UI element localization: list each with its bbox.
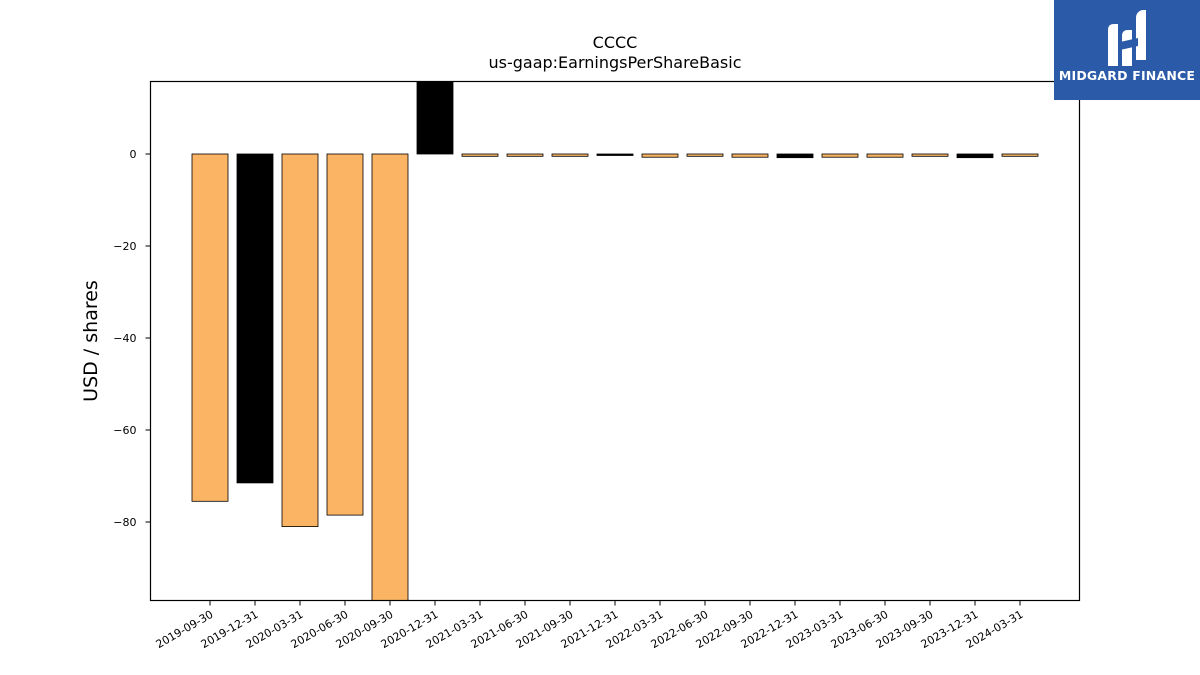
bars-group <box>191 81 1039 601</box>
bar-2022-12-31 <box>776 153 814 159</box>
y-axis: 0 −20 −40 −60 −80 <box>113 148 151 529</box>
bar-2022-03-31 <box>641 153 679 158</box>
x-axis: 2019-09-302019-12-312020-03-312020-06-30… <box>154 600 1026 651</box>
bar-2023-06-30 <box>866 153 904 158</box>
bar-2020-09-30 <box>371 153 409 601</box>
bar-2021-09-30 <box>551 153 589 157</box>
bar-2022-06-30 <box>686 153 724 157</box>
plot-frame <box>149 80 1081 602</box>
bar-2023-09-30 <box>911 153 949 157</box>
bar-2023-03-31 <box>821 153 859 158</box>
y-tick-label: −20 <box>113 240 136 253</box>
chart-title: CCCC <box>593 33 638 52</box>
bar-2022-09-30 <box>731 153 769 158</box>
bar-2021-06-30 <box>506 153 544 157</box>
bar-2021-03-31 <box>461 153 499 157</box>
bar-2019-09-30 <box>191 153 229 502</box>
bar-2024-03-31 <box>1001 153 1039 157</box>
bar-2020-06-30 <box>326 153 364 516</box>
bar-2020-03-31 <box>281 153 319 528</box>
y-tick-label: −40 <box>113 332 136 345</box>
y-tick-label: 0 <box>130 148 137 161</box>
y-tick-label: −60 <box>113 424 136 437</box>
bar-2021-12-31 <box>596 153 634 156</box>
logo-mark-icon <box>1108 10 1146 66</box>
bar-2023-12-31 <box>956 153 994 159</box>
company-logo: MIDGARD FINANCE <box>1054 0 1200 100</box>
y-tick-label: −80 <box>113 516 136 529</box>
bar-2020-12-31 <box>416 81 454 155</box>
bar-2019-12-31 <box>236 153 274 484</box>
y-axis-label: USD / shares <box>80 280 102 402</box>
chart-subtitle: us-gaap:EarningsPerShareBasic <box>488 53 741 72</box>
logo-text: MIDGARD FINANCE <box>1058 68 1196 83</box>
